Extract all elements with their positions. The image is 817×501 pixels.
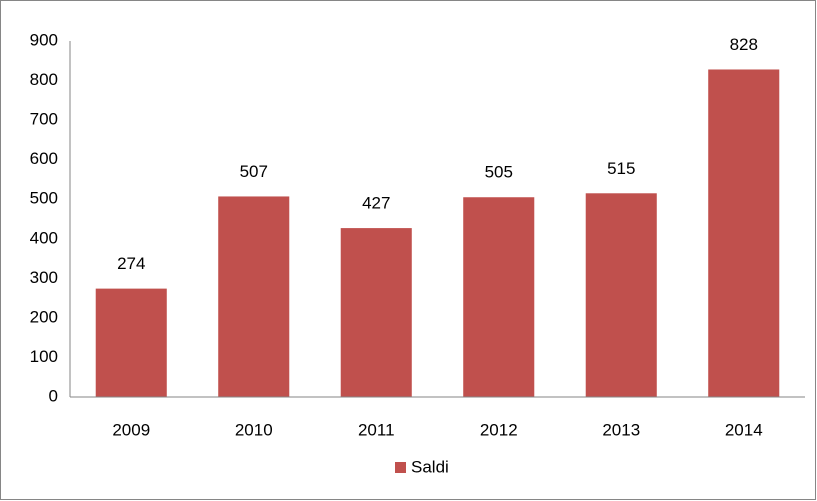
- data-label: 274: [117, 254, 145, 273]
- y-tick-label: 700: [30, 110, 58, 129]
- data-label: 427: [362, 194, 390, 213]
- y-tick-label: 400: [30, 228, 58, 247]
- x-tick-label: 2012: [480, 420, 518, 439]
- y-tick-label: 300: [30, 268, 58, 287]
- x-tick-label: 2010: [235, 420, 273, 439]
- data-label: 515: [607, 159, 635, 178]
- bar: [463, 197, 535, 397]
- x-tick-label: 2009: [112, 420, 150, 439]
- x-tick-label: 2014: [725, 420, 763, 439]
- data-label: 507: [240, 162, 268, 181]
- bar: [585, 193, 657, 397]
- data-label: 828: [730, 35, 758, 54]
- y-tick-label: 800: [30, 70, 58, 89]
- y-tick-label: 500: [30, 189, 58, 208]
- bar: [340, 228, 412, 397]
- bar: [95, 288, 167, 397]
- x-tick-label: 2011: [358, 420, 395, 439]
- y-tick-label: 600: [30, 149, 58, 168]
- y-tick-label: 0: [49, 386, 58, 405]
- bar: [708, 69, 780, 397]
- y-tick-label: 900: [30, 30, 58, 49]
- y-tick-label: 200: [30, 307, 58, 326]
- y-tick-label: 100: [30, 347, 58, 366]
- bar: [218, 196, 290, 397]
- x-tick-label: 2013: [602, 420, 640, 439]
- legend-swatch: [395, 462, 406, 473]
- data-label: 505: [485, 163, 513, 182]
- legend-label: Saldi: [411, 457, 449, 476]
